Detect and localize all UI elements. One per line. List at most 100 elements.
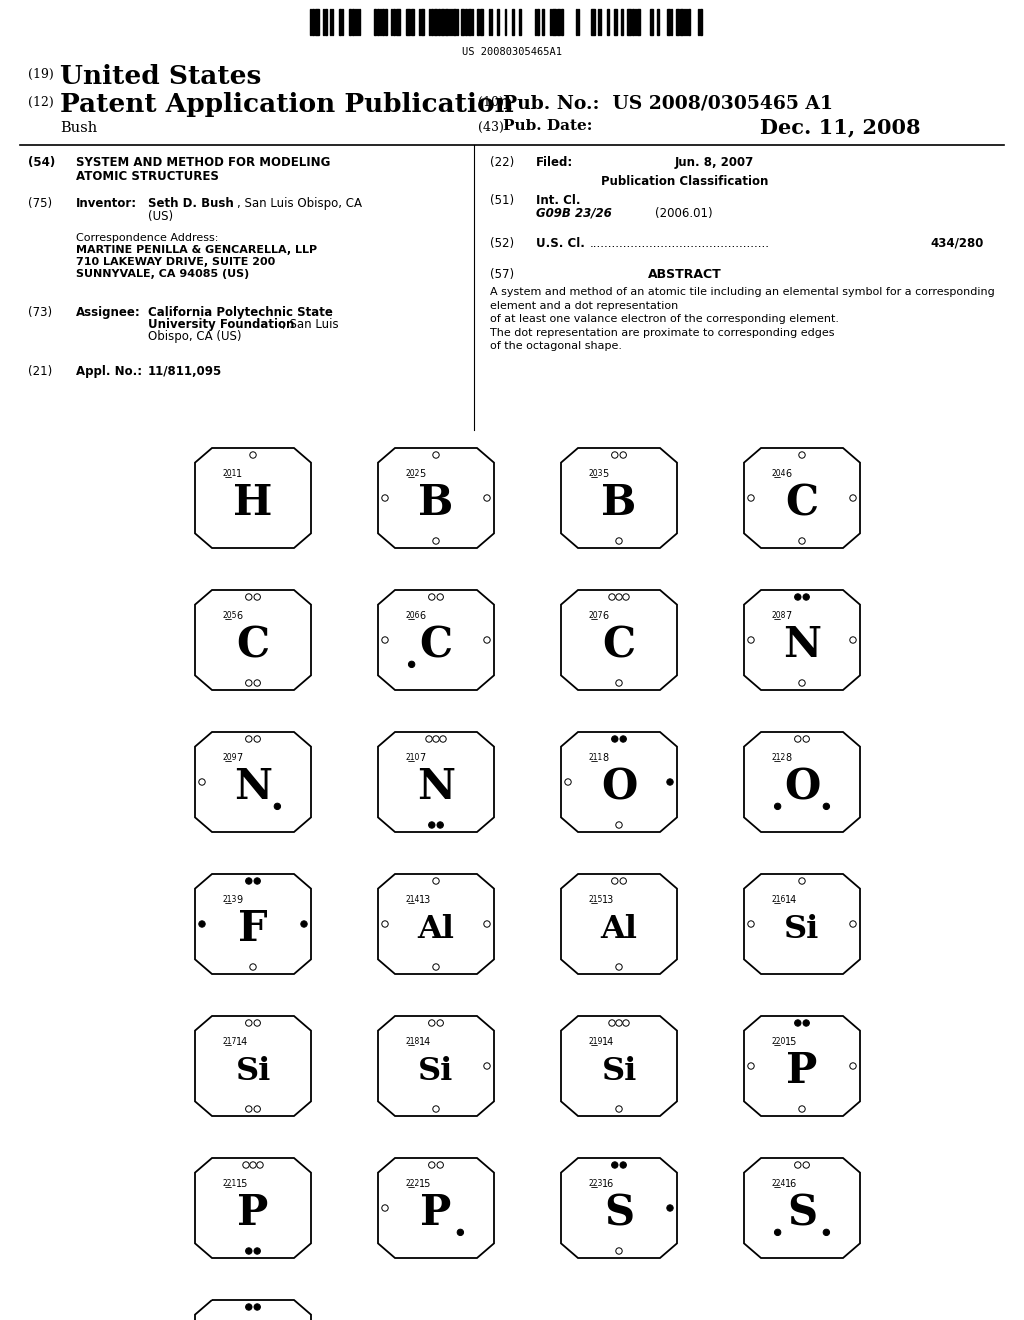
- Text: Patent Application Publication: Patent Application Publication: [60, 92, 514, 117]
- Text: 221: 221: [223, 1179, 238, 1188]
- Circle shape: [611, 735, 618, 742]
- Text: 5: 5: [419, 469, 426, 479]
- Text: S: S: [786, 1192, 817, 1234]
- Circle shape: [850, 921, 856, 927]
- Text: 224: 224: [772, 1179, 786, 1188]
- Circle shape: [274, 803, 281, 809]
- Circle shape: [667, 1205, 673, 1212]
- Text: 16: 16: [602, 1179, 614, 1189]
- Bar: [441, 9, 444, 36]
- Bar: [632, 9, 634, 36]
- Text: B: B: [419, 482, 454, 524]
- Text: N: N: [783, 624, 821, 667]
- Text: 206: 206: [406, 611, 420, 620]
- Text: Si: Si: [601, 1056, 637, 1086]
- Circle shape: [850, 1063, 856, 1069]
- Circle shape: [609, 1020, 615, 1026]
- Circle shape: [433, 1106, 439, 1113]
- Circle shape: [257, 1162, 263, 1168]
- Text: 15: 15: [419, 1179, 431, 1189]
- Circle shape: [667, 779, 673, 785]
- Circle shape: [433, 451, 439, 458]
- Text: ATOMIC STRUCTURES: ATOMIC STRUCTURES: [76, 170, 219, 183]
- Text: (73): (73): [28, 306, 52, 319]
- Text: 211: 211: [589, 752, 603, 762]
- Text: U.S. Cl.: U.S. Cl.: [536, 238, 585, 249]
- Circle shape: [611, 451, 618, 458]
- Circle shape: [565, 779, 571, 785]
- Text: 15: 15: [785, 1038, 798, 1047]
- Bar: [537, 9, 539, 36]
- Text: C: C: [420, 624, 453, 667]
- Circle shape: [199, 921, 205, 927]
- Text: Si: Si: [419, 1056, 454, 1086]
- Circle shape: [254, 680, 260, 686]
- Text: 13: 13: [419, 895, 431, 906]
- Text: Pub. No.:  US 2008/0305465 A1: Pub. No.: US 2008/0305465 A1: [503, 94, 833, 112]
- Circle shape: [199, 779, 205, 785]
- Text: B: B: [601, 482, 637, 524]
- Circle shape: [433, 537, 439, 544]
- Bar: [315, 9, 319, 36]
- Bar: [411, 9, 414, 36]
- Circle shape: [795, 1020, 801, 1026]
- Bar: [519, 9, 521, 36]
- Text: 14: 14: [785, 895, 798, 906]
- Text: (19): (19): [28, 69, 53, 81]
- Text: Seth D. Bush: Seth D. Bush: [148, 197, 233, 210]
- Text: Filed:: Filed:: [536, 156, 573, 169]
- Text: University Foundation: University Foundation: [148, 318, 294, 331]
- Circle shape: [615, 537, 623, 544]
- Text: 207: 207: [589, 611, 603, 620]
- Circle shape: [795, 594, 801, 601]
- Bar: [542, 9, 544, 36]
- Circle shape: [254, 878, 260, 884]
- Circle shape: [382, 921, 388, 927]
- Circle shape: [254, 594, 260, 601]
- Text: Appl. No.:: Appl. No.:: [76, 366, 142, 378]
- Bar: [552, 9, 556, 36]
- Text: (22): (22): [490, 156, 514, 169]
- Text: 209: 209: [223, 752, 238, 762]
- Text: N: N: [234, 766, 272, 808]
- Text: C: C: [602, 624, 636, 667]
- Text: Si: Si: [784, 913, 819, 945]
- Text: 202: 202: [406, 469, 420, 478]
- Text: C: C: [237, 624, 269, 667]
- Text: 1: 1: [237, 469, 243, 479]
- Text: Bush: Bush: [60, 121, 97, 135]
- Text: P: P: [786, 1049, 817, 1092]
- Bar: [676, 9, 679, 36]
- Circle shape: [615, 594, 623, 601]
- Text: P: P: [421, 1192, 452, 1234]
- Circle shape: [799, 878, 805, 884]
- Circle shape: [803, 1020, 809, 1026]
- Bar: [637, 9, 640, 36]
- Text: G09B 23/26: G09B 23/26: [536, 207, 611, 220]
- Text: C: C: [785, 482, 818, 524]
- Circle shape: [795, 1162, 801, 1168]
- Text: 14: 14: [602, 1038, 614, 1047]
- Circle shape: [429, 822, 435, 828]
- Text: Obispo, CA (US): Obispo, CA (US): [148, 330, 242, 343]
- Text: 9: 9: [237, 895, 243, 906]
- Text: Jun. 8, 2007: Jun. 8, 2007: [675, 156, 755, 169]
- Text: 7: 7: [785, 611, 792, 620]
- Bar: [421, 9, 424, 36]
- Circle shape: [243, 1162, 249, 1168]
- Text: (57): (57): [490, 268, 514, 281]
- Circle shape: [437, 1162, 443, 1168]
- Circle shape: [246, 1020, 252, 1026]
- Text: 213: 213: [223, 895, 238, 904]
- Bar: [657, 9, 659, 36]
- Text: SYSTEM AND METHOD FOR MODELING: SYSTEM AND METHOD FOR MODELING: [76, 156, 331, 169]
- Text: 710 LAKEWAY DRIVE, SUITE 200: 710 LAKEWAY DRIVE, SUITE 200: [76, 257, 275, 267]
- Circle shape: [409, 661, 415, 668]
- Text: California Polytechnic State: California Polytechnic State: [148, 306, 333, 319]
- Bar: [377, 9, 379, 36]
- Text: Al: Al: [600, 913, 637, 945]
- Bar: [374, 9, 376, 36]
- Bar: [465, 9, 467, 36]
- Bar: [688, 9, 690, 36]
- Bar: [477, 9, 479, 36]
